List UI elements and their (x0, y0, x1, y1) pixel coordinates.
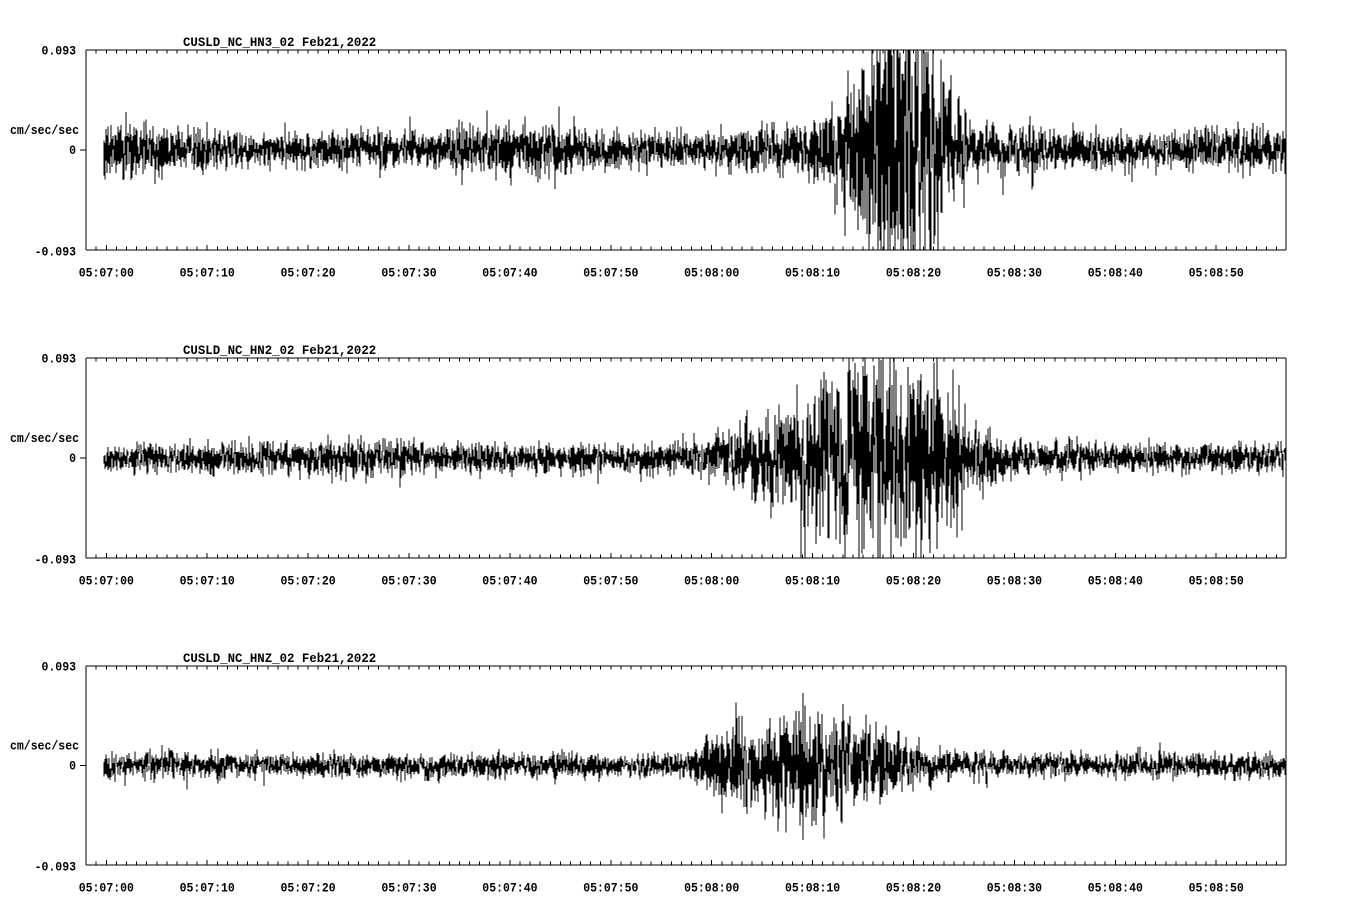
svg-text:-0.093: -0.093 (35, 860, 77, 875)
svg-text:05:07:10: 05:07:10 (180, 266, 235, 281)
svg-text:05:08:10: 05:08:10 (785, 881, 840, 896)
svg-text:-0.093: -0.093 (35, 553, 77, 568)
svg-text:CUSLD_NC_HNZ_02 Feb21,2022: CUSLD_NC_HNZ_02 Feb21,2022 (183, 651, 376, 666)
svg-text:cm/sec/sec: cm/sec/sec (10, 739, 79, 754)
svg-text:cm/sec/sec: cm/sec/sec (10, 123, 79, 138)
svg-text:05:07:20: 05:07:20 (281, 266, 336, 281)
svg-text:05:07:30: 05:07:30 (381, 266, 436, 281)
svg-text:05:07:10: 05:07:10 (180, 574, 235, 589)
svg-text:05:07:00: 05:07:00 (79, 574, 134, 589)
svg-text:CUSLD_NC_HN3_02 Feb21,2022: CUSLD_NC_HN3_02 Feb21,2022 (183, 35, 376, 50)
svg-text:0.093: 0.093 (42, 352, 77, 367)
svg-text:05:08:50: 05:08:50 (1189, 266, 1244, 281)
svg-text:05:08:20: 05:08:20 (886, 881, 941, 896)
svg-text:05:08:40: 05:08:40 (1088, 574, 1143, 589)
svg-text:05:08:00: 05:08:00 (684, 266, 739, 281)
svg-text:05:08:40: 05:08:40 (1088, 881, 1143, 896)
svg-text:05:08:30: 05:08:30 (987, 881, 1042, 896)
svg-text:05:08:20: 05:08:20 (886, 266, 941, 281)
svg-text:05:07:40: 05:07:40 (482, 881, 537, 896)
svg-text:05:08:10: 05:08:10 (785, 266, 840, 281)
svg-text:05:07:10: 05:07:10 (180, 881, 235, 896)
svg-text:0.093: 0.093 (42, 660, 77, 675)
svg-text:05:07:20: 05:07:20 (281, 881, 336, 896)
svg-text:05:07:50: 05:07:50 (583, 266, 638, 281)
svg-text:05:08:10: 05:08:10 (785, 574, 840, 589)
svg-text:05:07:00: 05:07:00 (79, 881, 134, 896)
svg-text:05:08:00: 05:08:00 (684, 574, 739, 589)
svg-text:05:08:40: 05:08:40 (1088, 266, 1143, 281)
svg-text:05:08:20: 05:08:20 (886, 574, 941, 589)
svg-text:05:07:20: 05:07:20 (281, 574, 336, 589)
svg-text:-0.093: -0.093 (35, 245, 77, 260)
svg-text:CUSLD_NC_HN2_02 Feb21,2022: CUSLD_NC_HN2_02 Feb21,2022 (183, 343, 376, 358)
svg-text:0: 0 (69, 143, 76, 158)
svg-text:05:07:50: 05:07:50 (583, 574, 638, 589)
svg-text:05:07:40: 05:07:40 (482, 574, 537, 589)
svg-text:0.093: 0.093 (42, 44, 77, 59)
svg-text:05:07:30: 05:07:30 (381, 881, 436, 896)
svg-text:05:07:00: 05:07:00 (79, 266, 134, 281)
svg-text:05:07:40: 05:07:40 (482, 266, 537, 281)
svg-text:05:08:30: 05:08:30 (987, 266, 1042, 281)
svg-text:05:08:50: 05:08:50 (1189, 881, 1244, 896)
svg-text:05:08:30: 05:08:30 (987, 574, 1042, 589)
svg-text:05:07:30: 05:07:30 (381, 574, 436, 589)
svg-text:0: 0 (69, 758, 76, 773)
svg-text:0: 0 (69, 451, 76, 466)
svg-text:05:08:50: 05:08:50 (1189, 574, 1244, 589)
svg-text:05:07:50: 05:07:50 (583, 881, 638, 896)
svg-text:05:08:00: 05:08:00 (684, 881, 739, 896)
svg-text:cm/sec/sec: cm/sec/sec (10, 431, 79, 446)
